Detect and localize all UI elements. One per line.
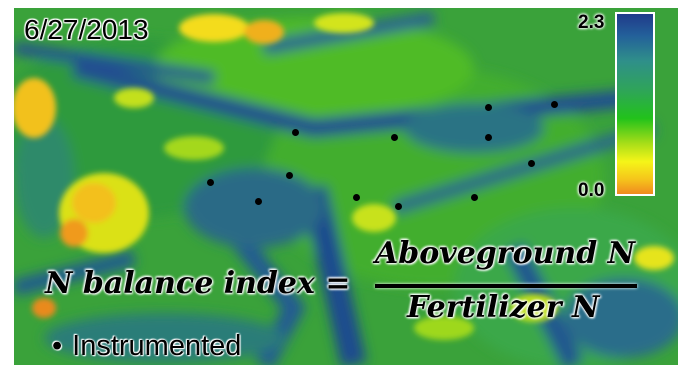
instrumented-site-marker xyxy=(254,197,262,205)
legend-bullet: • xyxy=(52,330,63,362)
raster-image xyxy=(14,8,678,365)
instrumented-site-marker xyxy=(470,193,478,201)
instrumented-site-marker xyxy=(484,133,492,141)
equation-numerator: Aboveground N xyxy=(375,236,636,271)
instrumented-site-marker xyxy=(484,103,492,111)
instrumented-site-marker xyxy=(527,159,535,167)
ndvi-raster-map: 6/27/2013 xyxy=(14,8,678,365)
colorbar xyxy=(615,12,655,196)
n-balance-equation: N balance index = Aboveground N Fertiliz… xyxy=(45,232,665,332)
colorbar-max-label: 2.3 xyxy=(578,12,605,33)
date-label: 6/27/2013 xyxy=(24,14,149,45)
instrumented-site-marker xyxy=(352,193,360,201)
equation-lhs: N balance index = xyxy=(45,266,351,301)
instrumented-site-marker xyxy=(206,178,214,186)
instrumented-site-marker xyxy=(390,133,398,141)
colorbar-min-label: 0.0 xyxy=(578,180,605,201)
instrumented-site-marker xyxy=(394,202,402,210)
fraction-bar xyxy=(375,284,637,288)
instrumented-site-marker xyxy=(285,171,293,179)
equation-denominator: Fertilizer N xyxy=(407,290,600,325)
instrumented-site-marker xyxy=(550,100,558,108)
instrumented-site-marker xyxy=(291,128,299,136)
legend-label: Instrumented xyxy=(72,330,242,362)
legend: • Instrumented xyxy=(52,330,241,363)
